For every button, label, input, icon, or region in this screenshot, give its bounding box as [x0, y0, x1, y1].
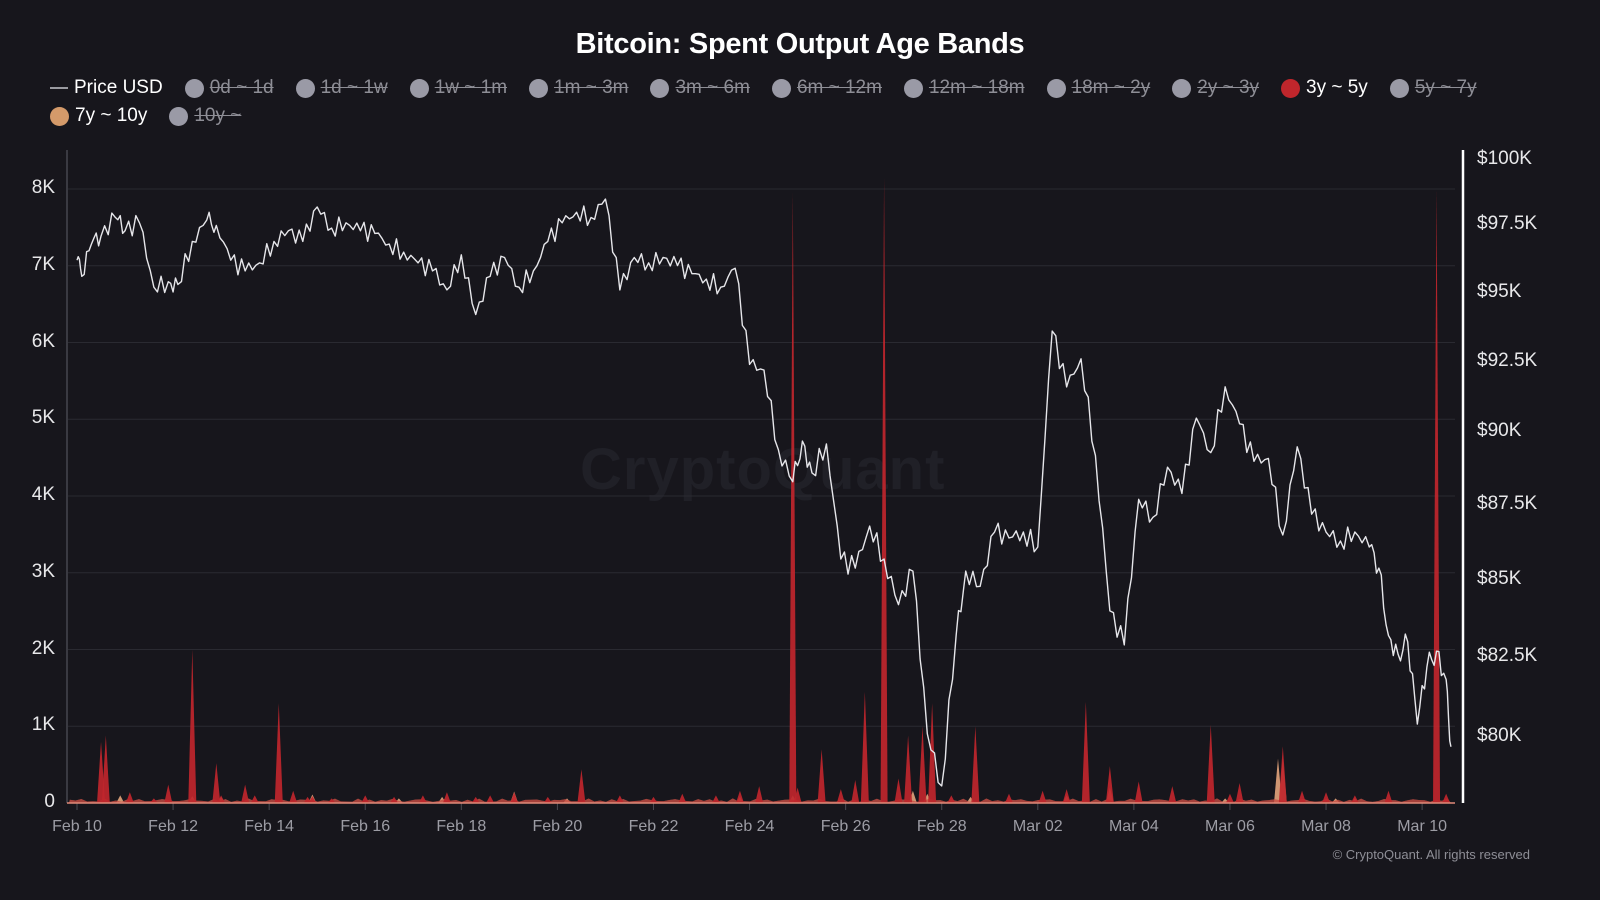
line-swatch-icon — [50, 87, 68, 89]
legend-dot-icon — [1281, 78, 1301, 98]
y-right-tick-label: $82.5K — [1477, 645, 1538, 667]
y-right-tick-label: $95K — [1477, 280, 1522, 302]
legend-item-6m-12m[interactable]: 6m ~ 12m — [771, 76, 882, 100]
x-tick-label: Feb 10 — [52, 818, 102, 835]
x-tick-label: Feb 18 — [436, 818, 487, 835]
y-right-tick-label: $92.5K — [1477, 349, 1538, 371]
y-right-tick-label: $85K — [1477, 568, 1522, 590]
series-3y-5y — [69, 177, 1451, 804]
y-left-tick-label: 8K — [31, 177, 55, 198]
x-tick-label: Feb 14 — [244, 818, 295, 835]
legend-item-12m-18m[interactable]: 12m ~ 18m — [903, 76, 1025, 100]
y-right-tick-label: $87.5K — [1477, 493, 1538, 515]
legend-item-1w-1m[interactable]: 1w ~ 1m — [409, 76, 508, 100]
legend-item-2y-3y[interactable]: 2y ~ 3y — [1172, 76, 1259, 100]
legend-label: 1d ~ 1w — [320, 77, 388, 98]
y-right-tick-label: $80K — [1477, 725, 1522, 746]
legend-label: 1m ~ 3m — [554, 77, 629, 98]
x-tick-label: Mar 02 — [1012, 818, 1063, 835]
legend-dot-icon — [903, 78, 923, 98]
legend-label: 18m ~ 2y — [1071, 77, 1151, 98]
x-tick-label: Feb 26 — [820, 818, 871, 835]
legend-dot-icon — [650, 78, 670, 98]
x-tick-label: Feb 24 — [724, 818, 775, 835]
legend-label: 1w ~ 1m — [434, 77, 508, 98]
legend-dot-icon — [169, 106, 189, 126]
legend-item-price-usd[interactable]: Price USD — [50, 76, 163, 100]
legend-dot-icon — [184, 78, 204, 98]
series-price-usd — [76, 198, 1452, 787]
legend-item-18m-2y[interactable]: 18m ~ 2y — [1046, 76, 1151, 100]
legend-item-1d-1w[interactable]: 1d ~ 1w — [295, 76, 388, 100]
legend-dot-icon — [50, 106, 69, 126]
x-tick-label: Mar 08 — [1301, 818, 1351, 835]
legend-label: 3m ~ 6m — [675, 77, 750, 98]
legend-item-3y-5y[interactable]: 3y ~ 5y — [1281, 76, 1368, 100]
legend-dot-icon — [409, 78, 429, 98]
y-right-tick-label: $97.5K — [1477, 213, 1538, 235]
legend-label: 12m ~ 18m — [928, 77, 1025, 98]
chart-title: Bitcoin: Spent Output Age Bands — [575, 28, 1025, 60]
y-right-tick-label: $90K — [1477, 420, 1522, 442]
x-tick-label: Mar 04 — [1108, 818, 1159, 835]
x-tick-label: Feb 20 — [532, 818, 583, 835]
legend-dot-icon — [771, 78, 791, 98]
x-tick-label: Feb 12 — [148, 818, 198, 835]
y-left-tick-label: 2K — [31, 637, 55, 659]
legend-item-7y-10y[interactable]: 7y ~ 10y — [50, 104, 147, 128]
legend-label: Price USD — [74, 77, 163, 98]
legend-label: 6m ~ 12m — [796, 77, 882, 98]
legend-item-5y-7y[interactable]: 5y ~ 7y — [1389, 76, 1477, 100]
legend-label: 2y ~ 3y — [1197, 77, 1260, 98]
legend-item-3m-6m[interactable]: 3m ~ 6m — [650, 76, 750, 100]
y-left-tick-label: 7K — [31, 253, 55, 275]
y-right-tick-label: $100K — [1477, 148, 1532, 169]
x-tick-label: Mar 10 — [1397, 818, 1448, 835]
legend-dot-icon — [1046, 78, 1066, 98]
legend-dot-icon — [1172, 78, 1192, 98]
y-left-tick-label: 1K — [31, 714, 55, 736]
legend-item-1m-3m[interactable]: 1m ~ 3m — [529, 76, 628, 100]
x-tick-label: Mar 06 — [1205, 818, 1255, 835]
y-left-tick-label: 3K — [31, 560, 55, 582]
legend-label: 0d ~ 1d — [209, 77, 274, 98]
x-tick-label: Feb 28 — [916, 818, 967, 835]
legend-label: 10y ~ — [194, 105, 242, 126]
y-left-tick-label: 4K — [31, 484, 55, 505]
copyright-notice: © CryptoQuant. All rights reserved — [1332, 847, 1530, 862]
x-tick-label: Feb 16 — [340, 818, 391, 835]
legend-label: 7y ~ 10y — [75, 105, 148, 126]
gridlines — [68, 188, 1455, 727]
legend-dot-icon — [529, 78, 549, 98]
y-left-tick-label: 6K — [31, 330, 55, 352]
legend-item-0d-1d[interactable]: 0d ~ 1d — [184, 76, 274, 100]
x-tick-label: Feb 22 — [628, 818, 679, 835]
y-left-tick-label: 0 — [44, 791, 55, 812]
y-left-tick-label: 5K — [31, 407, 55, 429]
legend-label: 3y ~ 5y — [1306, 77, 1368, 98]
x-axis-ticks — [76, 803, 1423, 810]
legend-label: 5y ~ 7y — [1414, 77, 1477, 98]
legend-dot-icon — [295, 78, 315, 98]
chart-legend: Price USD 0d ~ 1d 1d ~ 1w 1w ~ 1m 1m ~ 3m 3m … — [50, 76, 1570, 128]
legend-dot-icon — [1389, 78, 1409, 98]
legend-item-10y-[interactable]: 10y ~ — [169, 104, 241, 128]
